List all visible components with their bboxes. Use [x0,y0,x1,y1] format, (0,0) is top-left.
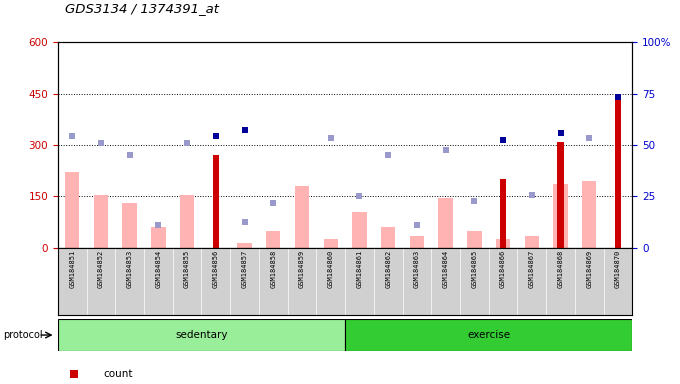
Text: GSM184859: GSM184859 [299,250,305,288]
Text: GSM184860: GSM184860 [328,250,334,288]
Bar [410,236,424,248]
Bar [352,212,367,248]
Text: GSM184853: GSM184853 [126,250,133,288]
Text: GSM184855: GSM184855 [184,250,190,288]
Bar [381,227,395,248]
Bar [237,243,252,248]
Bar [582,181,596,248]
Bar [558,142,564,248]
Bar [151,227,165,248]
Bar [65,172,80,248]
Bar [615,95,622,248]
Text: GSM184852: GSM184852 [98,250,104,288]
Text: count: count [103,369,133,379]
Bar [295,186,309,248]
Bar [345,319,632,351]
Text: GSM184866: GSM184866 [500,250,506,288]
Bar [439,198,453,248]
Text: GSM184854: GSM184854 [155,250,161,288]
Text: GSM184862: GSM184862 [385,250,391,288]
Bar [525,236,539,248]
Bar [496,239,510,248]
Text: sedentary: sedentary [175,330,228,340]
Text: GSM184857: GSM184857 [241,250,248,288]
Text: GSM184870: GSM184870 [615,250,621,288]
Text: GSM184869: GSM184869 [586,250,592,288]
Bar [266,230,280,248]
Bar [554,184,568,248]
Text: protocol: protocol [3,330,43,340]
Text: GSM184861: GSM184861 [356,250,362,288]
Bar [324,239,338,248]
Bar [213,155,219,248]
Bar [122,203,137,248]
Bar [467,230,481,248]
Bar [500,179,507,248]
Text: GSM184865: GSM184865 [471,250,477,288]
Text: GSM184851: GSM184851 [69,250,75,288]
Bar [94,195,108,248]
Text: GSM184858: GSM184858 [270,250,276,288]
Text: GSM184864: GSM184864 [443,250,449,288]
Text: GSM184868: GSM184868 [558,250,564,288]
Text: exercise: exercise [467,330,510,340]
Bar [180,195,194,248]
Bar [58,319,345,351]
Text: GDS3134 / 1374391_at: GDS3134 / 1374391_at [65,2,218,15]
Text: GSM184856: GSM184856 [213,250,219,288]
Text: GSM184863: GSM184863 [414,250,420,288]
Text: GSM184867: GSM184867 [529,250,535,288]
